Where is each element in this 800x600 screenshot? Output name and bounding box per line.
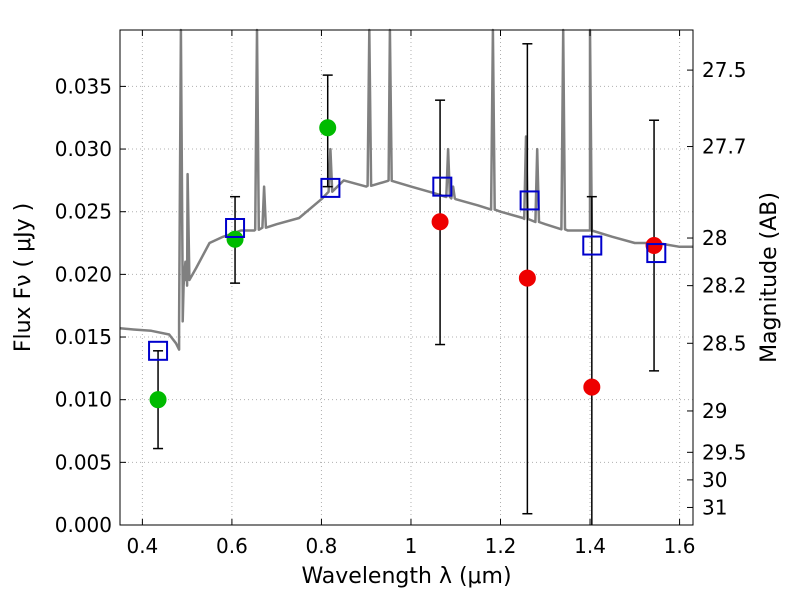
right-tick-label: 30 [702, 468, 727, 492]
axis-ticks: 0.4 0.6 0.8 1 1.2 1.4 1.6 0.000 0.005 0.010 0.015 0… [55, 30, 747, 558]
red-circle-point [431, 213, 449, 231]
red-circle-point [583, 378, 601, 396]
x-tick-label: 0.8 [306, 534, 338, 558]
right-tick-label: 28 [702, 226, 727, 250]
blue-square-point [646, 243, 667, 264]
red-circle-point [518, 269, 536, 287]
y-tick-label: 0.035 [55, 74, 112, 98]
right-tick-label: 31 [702, 495, 727, 519]
right-tick-label: 27.7 [702, 135, 747, 159]
y-tick-label: 0.015 [55, 325, 112, 349]
error-bars [153, 43, 660, 525]
x-tick-label: 1.6 [664, 534, 696, 558]
y-tick-label: 0.020 [55, 262, 112, 286]
model-spectrum-line [119, 28, 693, 351]
right-tick-label: 27.5 [702, 58, 747, 82]
blue-square-point [432, 176, 453, 197]
y-tick-label: 0.025 [55, 200, 112, 224]
y-tick-label: 0.010 [55, 388, 112, 412]
blue-square-point [582, 235, 603, 256]
y-axis-label: Flux Fν ( μJy ) [11, 203, 36, 352]
x-tick-label: 1.4 [574, 534, 606, 558]
y-tick-label: 0.000 [55, 513, 112, 537]
red-circle-point [645, 237, 663, 255]
x-axis-label: Wavelength λ (μm) [301, 564, 511, 589]
model-spectrum [119, 28, 693, 351]
data-points [148, 119, 667, 409]
right-tick-label: 29.5 [702, 440, 747, 464]
blue-square-point [148, 340, 169, 361]
blue-square-point [320, 177, 341, 198]
x-tick-label: 0.6 [216, 534, 248, 558]
right-tick-label: 28.5 [702, 331, 747, 355]
green-circle-point [319, 119, 337, 137]
blue-square-point [519, 190, 540, 211]
y-tick-label: 0.005 [55, 450, 112, 474]
x-tick-label: 1.2 [485, 534, 517, 558]
x-tick-label: 0.4 [126, 534, 158, 558]
plot-frame [119, 29, 694, 526]
right-tick-label: 29 [702, 399, 727, 423]
right-tick-label: 28.2 [702, 274, 747, 298]
grid [120, 30, 693, 526]
green-circle-point [226, 230, 244, 248]
x-tick-label: 1 [405, 534, 418, 558]
y-tick-label: 0.030 [55, 137, 112, 161]
right-axis-label: Magnitude (AB) [757, 192, 782, 363]
blue-square-point [225, 218, 246, 238]
green-circle-point [149, 391, 167, 409]
